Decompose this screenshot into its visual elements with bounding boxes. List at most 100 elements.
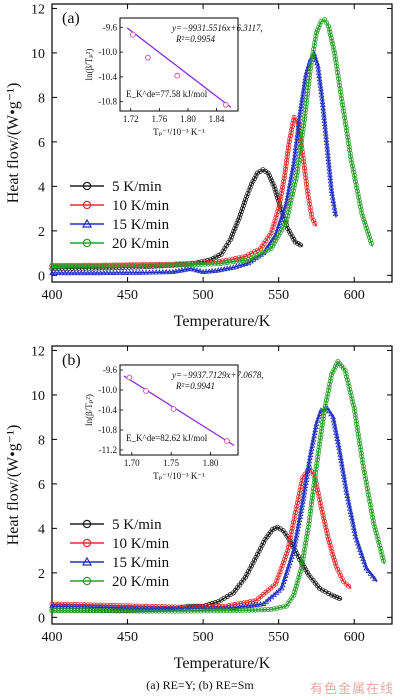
data-point <box>133 269 140 275</box>
data-point <box>273 238 279 244</box>
data-point <box>291 544 298 550</box>
data-point <box>84 269 91 276</box>
data-point <box>214 608 220 614</box>
data-point <box>371 575 378 582</box>
data-point <box>52 263 58 269</box>
data-point <box>310 49 316 55</box>
data-point <box>275 575 281 581</box>
legend-label: 15 K/min <box>112 217 170 233</box>
inset-data-point <box>130 31 136 38</box>
data-point <box>362 219 368 225</box>
data-point <box>130 608 136 614</box>
data-point <box>304 185 310 191</box>
data-point <box>185 265 191 272</box>
data-point <box>371 521 377 527</box>
data-point <box>316 24 322 30</box>
data-point <box>327 542 333 548</box>
data-point <box>52 608 58 614</box>
data-point <box>344 131 350 137</box>
inset-equation: y=−9937.7129x+7.0678, <box>171 370 263 380</box>
data-point <box>298 565 304 571</box>
data-point <box>313 466 319 472</box>
data-point <box>209 267 216 274</box>
panel-letter: (a) <box>62 10 80 27</box>
inset-data-point <box>224 438 230 444</box>
data-point <box>308 445 315 451</box>
data-point <box>275 209 281 215</box>
data-point <box>296 519 302 526</box>
y-tick-label: 10 <box>31 389 45 404</box>
data-point <box>175 608 181 614</box>
data-point <box>268 607 274 613</box>
data-point <box>65 263 71 269</box>
data-point <box>97 269 104 276</box>
legend-marker <box>82 200 92 210</box>
data-point <box>228 234 234 240</box>
data-point <box>188 608 194 614</box>
data-point <box>314 417 321 423</box>
data-point <box>365 489 371 495</box>
data-point <box>379 552 385 558</box>
data-point <box>294 169 300 175</box>
data-point <box>55 603 62 609</box>
data-point <box>308 502 314 508</box>
data-point <box>302 113 308 119</box>
data-point <box>295 554 301 560</box>
data-point <box>286 182 293 188</box>
data-point <box>169 608 175 614</box>
data-point <box>309 56 315 62</box>
y-tick-label: 6 <box>38 136 45 151</box>
data-point <box>301 550 307 556</box>
data-point <box>304 569 310 575</box>
data-point <box>227 608 233 614</box>
data-point <box>315 454 321 460</box>
data-point <box>312 220 318 226</box>
data-point <box>245 602 252 608</box>
data-point <box>305 88 311 94</box>
data-point <box>91 608 97 614</box>
data-point <box>283 569 290 575</box>
data-point <box>302 172 308 178</box>
data-point <box>274 235 280 241</box>
data-point <box>280 224 286 230</box>
inset-y-tick-label: -11.2 <box>99 445 117 455</box>
data-point <box>297 571 303 577</box>
data-point <box>320 419 326 425</box>
data-point <box>318 19 324 25</box>
data-point <box>289 529 295 535</box>
data-point <box>361 558 368 565</box>
data-point <box>278 585 285 591</box>
data-point <box>315 490 321 496</box>
data-point <box>284 566 291 572</box>
y-tick-label: 0 <box>38 269 45 284</box>
data-point <box>78 269 85 276</box>
y-axis-label: Heat flow/(W•g⁻¹) <box>5 83 22 204</box>
data-point <box>284 551 290 557</box>
data-point <box>101 608 107 614</box>
data-point <box>312 426 319 433</box>
data-point <box>329 38 335 44</box>
y-tick-label: 4 <box>38 180 45 195</box>
data-point <box>363 222 369 228</box>
data-point <box>286 559 293 566</box>
data-point <box>123 263 129 269</box>
data-point <box>268 246 274 252</box>
data-point <box>337 86 343 92</box>
data-point <box>298 484 304 490</box>
data-point <box>72 608 78 614</box>
data-point <box>139 605 146 611</box>
data-point <box>296 490 302 496</box>
data-point <box>245 569 251 575</box>
data-point <box>305 464 312 470</box>
data-point <box>347 390 353 396</box>
data-point <box>298 141 304 147</box>
data-point <box>321 518 327 524</box>
data-point <box>120 263 126 269</box>
data-point <box>155 605 162 611</box>
data-point <box>239 258 245 264</box>
data-point <box>308 59 314 65</box>
data-point <box>287 133 293 139</box>
data-point <box>293 583 299 589</box>
data-point <box>296 516 303 523</box>
data-point <box>256 607 262 613</box>
